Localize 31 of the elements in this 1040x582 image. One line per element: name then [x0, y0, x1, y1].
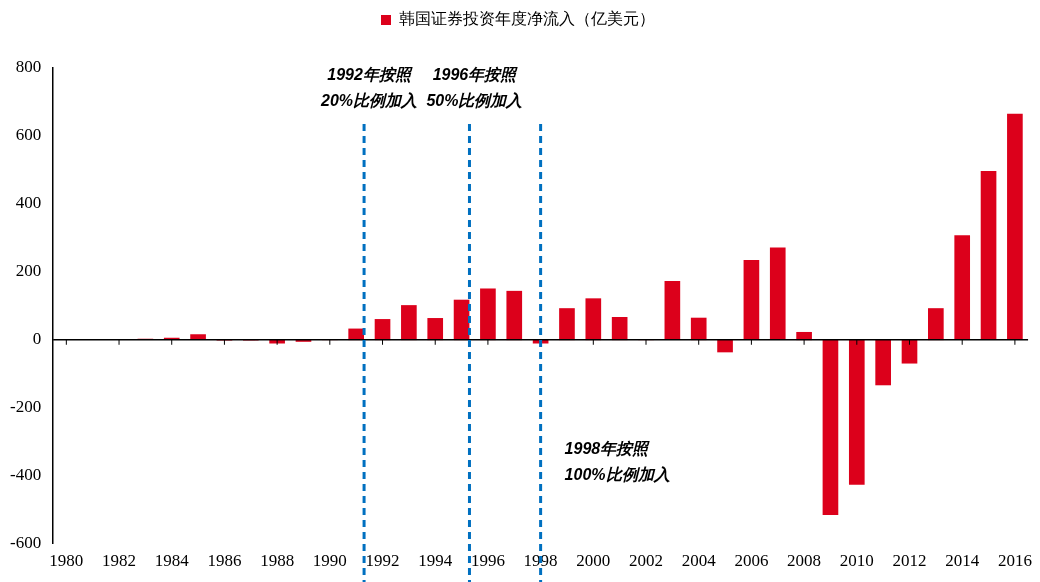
y-tick-label: -200	[9, 397, 42, 417]
x-tick-label: 2006	[734, 551, 769, 571]
y-tick-label: -400	[9, 465, 42, 485]
x-tick-label: 1990	[312, 551, 347, 571]
x-tick-label: 1986	[207, 551, 242, 571]
y-tick-label: -600	[9, 533, 42, 553]
y-tick-label: 600	[15, 125, 42, 145]
x-tick-label: 2002	[629, 551, 664, 571]
y-tick-label: 800	[15, 57, 42, 77]
x-tick-label: 1994	[418, 551, 453, 571]
x-tick-label: 1982	[102, 551, 137, 571]
ref-line-label: 1998年按照 100%比例加入	[564, 440, 670, 484]
x-tick-label: 2000	[576, 551, 611, 571]
x-tick-label: 2014	[945, 551, 980, 571]
x-tick-label: 2012	[892, 551, 927, 571]
x-tick-label: 1988	[260, 551, 295, 571]
x-tick-label: 2016	[997, 551, 1032, 571]
x-tick-label: 1984	[154, 551, 190, 571]
ref-line-label: 1992年按照 20%比例加入	[320, 66, 418, 110]
x-tick-label: 1992	[365, 551, 400, 571]
x-tick-label: 2004	[681, 551, 717, 571]
x-tick-label: 1996	[470, 551, 505, 571]
x-tick-label: 2008	[787, 551, 822, 571]
x-tick-label: 2010	[839, 551, 874, 571]
y-tick-label: 200	[15, 261, 42, 281]
legend-label: 韩国证券投资年度净流入（亿美元）	[399, 10, 655, 28]
x-tick-label: 1980	[49, 551, 84, 571]
y-tick-label: 400	[15, 193, 42, 213]
ref-line-label: 1996年按照 50%比例加入	[426, 66, 523, 110]
y-tick-label: 0	[32, 329, 42, 349]
x-tick-label: 1998	[523, 551, 558, 571]
